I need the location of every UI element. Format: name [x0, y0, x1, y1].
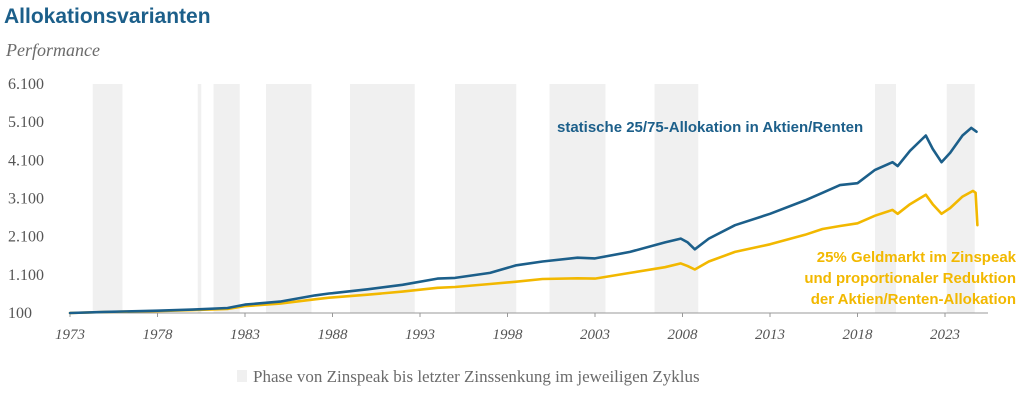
phase-band-8 — [875, 84, 896, 313]
y-axis-label: Performance — [5, 40, 100, 60]
y-tick-label-0: 100 — [8, 305, 32, 322]
x-tick-label-6: 2003 — [580, 327, 610, 343]
y-tick-labels: 100 1.100 2.100 3.100 4.100 5.100 6.100 — [8, 76, 44, 322]
x-tick-label-5: 1998 — [493, 327, 524, 343]
chart-title: Allokationsvarianten — [4, 5, 211, 28]
legend-swatch — [237, 370, 247, 382]
x-tick-label-4: 1993 — [405, 327, 435, 343]
x-tick-label-9: 2018 — [843, 327, 874, 343]
phase-band-5 — [455, 84, 517, 313]
x-tick-marks — [69, 313, 946, 317]
y-tick-label-1: 1.100 — [8, 267, 44, 284]
series-label-static: statische 25/75-Allokation in Aktien/Ren… — [557, 119, 863, 136]
phase-band-0 — [92, 84, 123, 313]
x-tick-label-3: 1988 — [318, 327, 349, 343]
x-tick-label-10: 2023 — [930, 327, 960, 343]
x-tick-label-1: 1978 — [143, 327, 174, 343]
series-line-0 — [68, 126, 978, 315]
series-label-cash-line-3: der Aktien/Renten-Allokation — [811, 291, 1016, 308]
phase-band-6 — [549, 84, 606, 313]
phase-band-7 — [654, 84, 699, 313]
x-tick-label-2: 1983 — [230, 327, 260, 343]
x-tick-label-8: 2013 — [755, 327, 785, 343]
y-tick-label-6: 6.100 — [8, 76, 44, 93]
phase-band-2 — [213, 84, 240, 313]
y-tick-label-2: 2.100 — [8, 229, 44, 246]
series-line-1 — [68, 189, 979, 315]
phase-band-1 — [197, 84, 202, 313]
y-tick-label-4: 4.100 — [8, 152, 44, 169]
series-label-cash-line-2: und proportionaler Reduktion — [804, 270, 1016, 287]
series-label-cash-line-1: 25% Geldmarkt im Zinspeak — [817, 249, 1017, 266]
y-tick-label-3: 3.100 — [8, 191, 44, 208]
phase-band-4 — [350, 84, 415, 313]
series-lines — [68, 126, 979, 315]
phase-band-3 — [266, 84, 312, 313]
x-tick-label-0: 1973 — [55, 327, 85, 343]
x-tick-label-7: 2008 — [668, 327, 699, 343]
x-tick-labels: 1973 1978 1983 1988 1993 1998 2003 2008 2013 2018… — [55, 327, 960, 343]
y-tick-label-5: 5.100 — [8, 114, 44, 131]
legend-label: Phase von Zinspeak bis letzter Zinssenku… — [253, 367, 700, 386]
